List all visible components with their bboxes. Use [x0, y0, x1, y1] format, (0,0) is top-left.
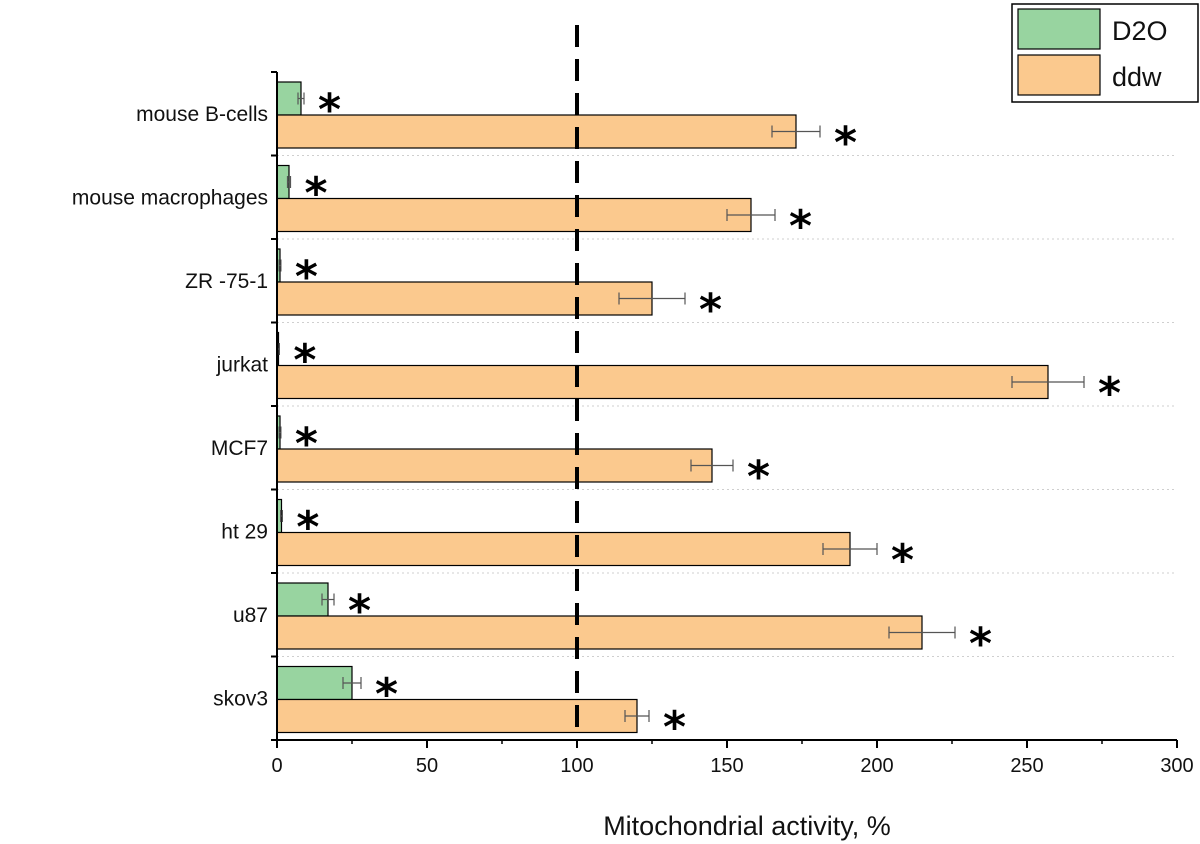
bars: ****************	[276, 81, 1121, 753]
bar-ddw	[276, 448, 713, 483]
bar-ddw	[276, 531, 851, 567]
x-axis-title: Mitochondrial activity, %	[603, 811, 891, 841]
legend: D2O ddw	[1011, 3, 1199, 103]
significance-marker: *	[699, 285, 722, 336]
legend-label: ddw	[1112, 62, 1162, 92]
legend-label: D2O	[1112, 16, 1168, 46]
category-label: ht 29	[221, 521, 268, 544]
x-tick-label: 50	[416, 755, 438, 777]
category-label: u87	[233, 604, 268, 627]
x-tick-label: 300	[1160, 755, 1193, 777]
significance-marker: *	[663, 702, 686, 753]
x-tick-label: 200	[860, 755, 893, 777]
bar-ddw	[276, 698, 638, 734]
category-label: jurkat	[216, 354, 269, 377]
x-tick-label: 150	[710, 755, 743, 777]
significance-marker: *	[891, 535, 914, 586]
x-tick-label: 250	[1010, 755, 1043, 777]
x-tick-label: 100	[560, 755, 593, 777]
significance-marker: *	[834, 118, 857, 169]
bar-ddw	[276, 364, 1049, 400]
category-label: ZR -75-1	[185, 270, 268, 293]
ticks: 0 50 100 150 200 250 300 mouse B-cells mouse mac…	[72, 71, 1194, 777]
bar-ddw	[276, 114, 797, 149]
category-label: MCF7	[211, 437, 268, 460]
bar-ddw	[276, 197, 752, 233]
bar-d2o	[276, 665, 353, 701]
category-label: skov3	[213, 688, 268, 711]
significance-marker: *	[789, 201, 812, 252]
x-tick-label: 0	[271, 755, 282, 777]
significance-marker: *	[1098, 368, 1121, 419]
bar-ddw	[276, 281, 653, 316]
grid-lines	[277, 155, 1177, 657]
bar-ddw	[276, 615, 923, 650]
legend-swatch	[1017, 54, 1101, 96]
category-label: mouse B-cells	[136, 103, 268, 126]
legend-swatch	[1017, 8, 1101, 50]
bar-d2o	[276, 582, 329, 617]
significance-marker: *	[969, 619, 992, 670]
category-label: mouse macrophages	[72, 187, 268, 210]
significance-marker: *	[747, 452, 770, 503]
